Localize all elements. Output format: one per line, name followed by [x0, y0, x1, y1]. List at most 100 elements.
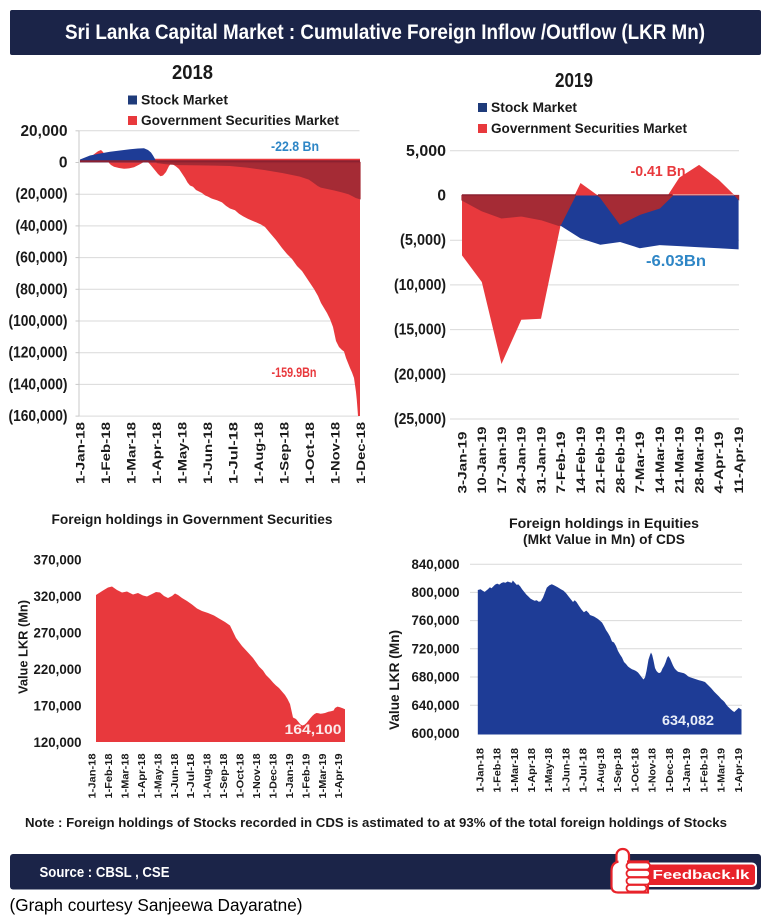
svg-text:1-Jun-18: 1-Jun-18: [561, 748, 573, 793]
svg-text:1-May-18: 1-May-18: [152, 753, 164, 798]
svg-text:1-Jun-18: 1-Jun-18: [201, 422, 215, 484]
svg-text:(40,000): (40,000): [16, 218, 68, 235]
svg-text:Value LKR (Mn): Value LKR (Mn): [16, 600, 31, 694]
svg-text:720,000: 720,000: [412, 640, 460, 656]
svg-text:680,000: 680,000: [412, 669, 460, 685]
svg-text:31-Jan-19: 31-Jan-19: [534, 426, 548, 493]
svg-text:Source : CBSL , CSE: Source : CBSL , CSE: [40, 864, 170, 881]
svg-text:1-Apr-18: 1-Apr-18: [136, 753, 148, 798]
svg-text:(120,000): (120,000): [9, 345, 68, 362]
svg-text:(20,000): (20,000): [394, 366, 446, 383]
svg-text:1-Mar-18: 1-Mar-18: [124, 422, 138, 484]
svg-text:1-Nov-18: 1-Nov-18: [328, 422, 342, 484]
svg-text:Government Securities Market: Government Securities Market: [491, 121, 687, 136]
svg-text:1-Feb-19: 1-Feb-19: [300, 753, 312, 798]
svg-text:634,082: 634,082: [662, 712, 714, 728]
svg-text:1-Mar-19: 1-Mar-19: [317, 753, 329, 798]
svg-text:1-Feb-18: 1-Feb-18: [99, 422, 113, 484]
svg-text:(25,000): (25,000): [394, 411, 446, 428]
svg-text:1-May-18: 1-May-18: [543, 748, 555, 793]
svg-text:1-Aug-18: 1-Aug-18: [202, 753, 214, 798]
svg-text:(15,000): (15,000): [394, 322, 446, 339]
svg-text:-22.8 Bn: -22.8 Bn: [271, 138, 319, 154]
svg-text:1-Nov-18: 1-Nov-18: [251, 753, 263, 798]
svg-text:Foreign holdings in Government: Foreign holdings in Government Securitie…: [52, 512, 333, 527]
svg-text:1-Jan-19: 1-Jan-19: [284, 753, 296, 798]
svg-text:1-Sep-18: 1-Sep-18: [277, 422, 291, 484]
svg-text:120,000: 120,000: [34, 734, 82, 750]
svg-text:17-Jan-19: 17-Jan-19: [495, 426, 509, 493]
svg-text:164,100: 164,100: [285, 721, 342, 737]
svg-text:20,000: 20,000: [21, 123, 68, 140]
svg-text:Government Securities Market: Government Securities Market: [141, 113, 340, 128]
svg-text:270,000: 270,000: [34, 625, 82, 641]
svg-text:7-Feb-19: 7-Feb-19: [554, 431, 568, 493]
svg-text:1-Aug-18: 1-Aug-18: [252, 422, 266, 484]
svg-text:Stock Market: Stock Market: [491, 100, 578, 115]
svg-text:0: 0: [437, 188, 446, 205]
svg-text:Stock Market: Stock Market: [141, 93, 229, 108]
svg-text:-159.9Bn: -159.9Bn: [272, 364, 317, 380]
svg-text:10-Jan-19: 10-Jan-19: [475, 426, 489, 493]
svg-text:1-Aug-18: 1-Aug-18: [595, 748, 607, 793]
svg-text:220,000: 220,000: [34, 661, 82, 677]
svg-text:1-Oct-18: 1-Oct-18: [235, 753, 247, 798]
svg-text:1-Dec-18: 1-Dec-18: [354, 422, 368, 484]
svg-text:(5,000): (5,000): [400, 232, 446, 249]
svg-text:14-Feb-19: 14-Feb-19: [574, 426, 588, 493]
svg-text:1-Apr-19: 1-Apr-19: [333, 753, 345, 798]
svg-text:1-Jan-18: 1-Jan-18: [73, 422, 87, 484]
svg-text:Sri Lanka Capital Market : Cum: Sri Lanka Capital Market : Cumulative Fo…: [65, 21, 705, 44]
svg-text:-6.03Bn: -6.03Bn: [646, 253, 706, 270]
svg-text:2019: 2019: [555, 70, 593, 92]
svg-text:(Mkt Value in Mn) of CDS: (Mkt Value in Mn) of CDS: [523, 532, 685, 547]
svg-text:840,000: 840,000: [412, 556, 460, 572]
svg-text:1-Jul-18: 1-Jul-18: [185, 753, 197, 798]
svg-text:1-Oct-18: 1-Oct-18: [303, 422, 317, 484]
svg-text:370,000: 370,000: [34, 552, 82, 568]
svg-text:1-Feb-18: 1-Feb-18: [492, 748, 504, 793]
svg-text:760,000: 760,000: [412, 612, 460, 628]
svg-text:1-Jun-18: 1-Jun-18: [169, 753, 181, 798]
svg-text:320,000: 320,000: [34, 588, 82, 604]
svg-text:1-Oct-18: 1-Oct-18: [629, 748, 641, 793]
svg-text:1-Feb-18: 1-Feb-18: [103, 753, 115, 798]
svg-text:4-Apr-19: 4-Apr-19: [712, 431, 726, 493]
svg-text:21-Mar-19: 21-Mar-19: [673, 426, 687, 493]
svg-text:1-Jan-18: 1-Jan-18: [474, 748, 486, 793]
svg-text:Value LKR (Mn): Value LKR (Mn): [387, 630, 402, 730]
svg-text:1-Mar-18: 1-Mar-18: [509, 748, 521, 793]
svg-text:1-Apr-18: 1-Apr-18: [150, 422, 164, 484]
svg-text:(80,000): (80,000): [16, 281, 68, 298]
svg-text:640,000: 640,000: [412, 697, 460, 713]
svg-text:1-May-18: 1-May-18: [175, 422, 189, 484]
svg-text:1-Mar-18: 1-Mar-18: [119, 753, 131, 798]
svg-text:1-Jul-18: 1-Jul-18: [226, 422, 240, 484]
svg-text:28-Mar-19: 28-Mar-19: [693, 426, 707, 493]
svg-text:1-Jan-18: 1-Jan-18: [87, 753, 99, 798]
svg-text:(20,000): (20,000): [16, 186, 68, 203]
svg-text:(Graph courtesy Sanjeewa Dayar: (Graph courtesy Sanjeewa Dayaratne): [10, 895, 303, 915]
svg-text:1-Sep-18: 1-Sep-18: [218, 753, 230, 798]
svg-text:Feedback.lk: Feedback.lk: [653, 868, 750, 882]
svg-text:1-Mar-19: 1-Mar-19: [716, 748, 728, 793]
svg-text:1-Jul-18: 1-Jul-18: [578, 748, 590, 793]
svg-text:21-Feb-19: 21-Feb-19: [594, 426, 608, 493]
svg-text:1-Dec-18: 1-Dec-18: [664, 748, 676, 793]
svg-text:1-Apr-18: 1-Apr-18: [526, 748, 538, 793]
svg-text:1-Apr-19: 1-Apr-19: [733, 748, 745, 793]
svg-text:1-Dec-18: 1-Dec-18: [267, 753, 279, 798]
svg-text:(60,000): (60,000): [16, 250, 68, 267]
svg-text:7-Mar-19: 7-Mar-19: [633, 431, 647, 493]
svg-text:28-Feb-19: 28-Feb-19: [614, 426, 628, 493]
svg-text:Note : Foreign holdings of Sto: Note : Foreign holdings of Stocks record…: [25, 816, 727, 830]
svg-text:1-Feb-19: 1-Feb-19: [698, 748, 710, 793]
svg-text:Foreign holdings in Equities: Foreign holdings in Equities: [509, 516, 699, 531]
svg-text:-0.41 Bn: -0.41 Bn: [631, 163, 686, 180]
svg-text:1-Sep-18: 1-Sep-18: [612, 748, 624, 793]
svg-text:170,000: 170,000: [34, 698, 82, 714]
svg-text:3-Jan-19: 3-Jan-19: [455, 431, 469, 493]
svg-text:(100,000): (100,000): [9, 313, 68, 330]
svg-text:(140,000): (140,000): [9, 376, 68, 393]
svg-text:(10,000): (10,000): [394, 277, 446, 294]
